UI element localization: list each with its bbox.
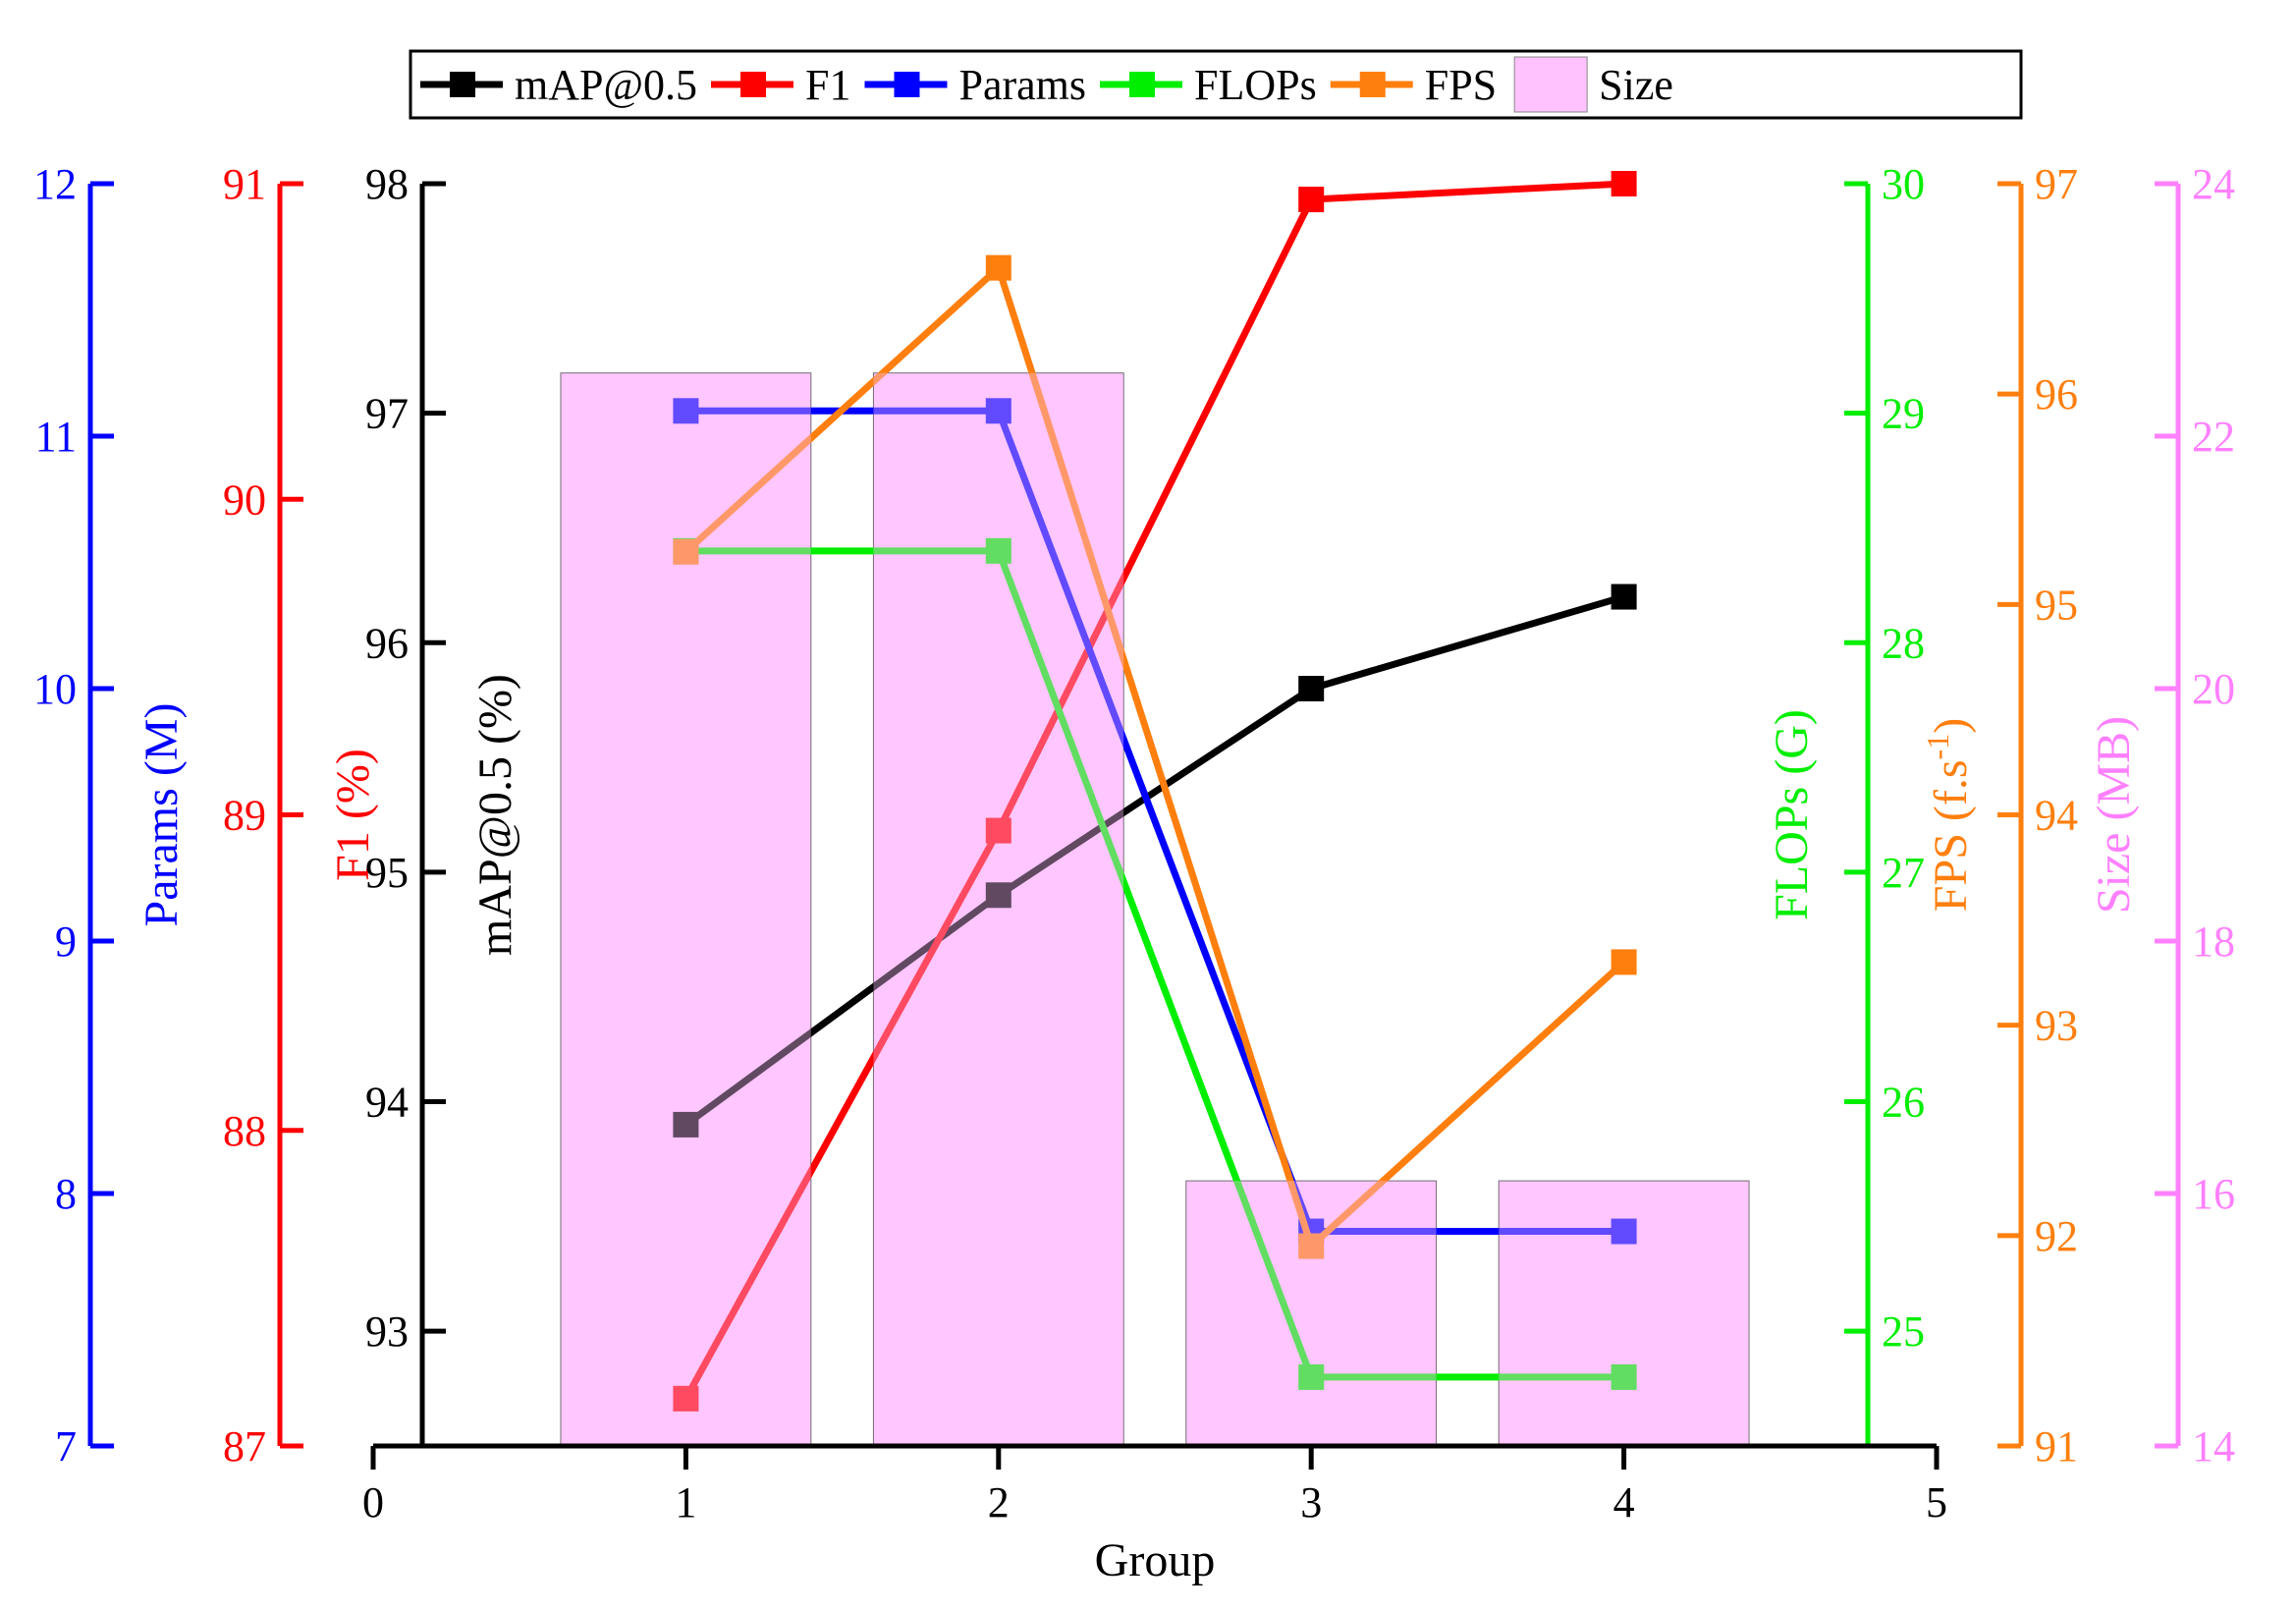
- params-point-1: [673, 398, 699, 424]
- x-tick-label-5: 5: [1926, 1478, 1947, 1527]
- map-0-5-point-2: [985, 882, 1011, 909]
- f1-axis-title: F1 (%): [327, 749, 379, 881]
- map-axis-tick-label-97: 97: [365, 390, 409, 438]
- series-lines: [561, 171, 1749, 1446]
- size-bar-overlay-3: [1185, 1181, 1437, 1446]
- flops-point-4: [1611, 1363, 1637, 1390]
- map-axis-tick-label-94: 94: [365, 1079, 409, 1127]
- legend-marker-params: [894, 72, 920, 97]
- legend-marker-f1: [740, 72, 766, 97]
- flops-axis-title: FLOPs (G): [1766, 709, 1818, 920]
- legend-label-f1: F1: [805, 61, 850, 109]
- fps-axis-tick-label-93: 93: [2035, 1002, 2078, 1050]
- size-bar-overlay-4: [1499, 1181, 1749, 1446]
- params-axis-tick-label-12: 12: [33, 160, 77, 208]
- size-axis-tick-label-24: 24: [2192, 160, 2235, 208]
- x-tick-label-4: 4: [1613, 1478, 1635, 1527]
- flops-axis-tick-label-26: 26: [1882, 1079, 1925, 1127]
- fps-point-3: [1298, 1233, 1325, 1259]
- params-axis-tick-label-9: 9: [55, 917, 77, 966]
- params-axis-tick-label-11: 11: [35, 413, 77, 461]
- f1-axis-tick-label-90: 90: [223, 475, 266, 524]
- size-axis-tick-label-22: 22: [2192, 413, 2235, 461]
- size-axis-tick-label-16: 16: [2192, 1170, 2235, 1218]
- fps-axis-title: FPS (f.s-1): [1920, 718, 1977, 912]
- params-axis-tick-label-10: 10: [33, 665, 77, 713]
- legend-label-params: Params: [958, 61, 1086, 109]
- map-axis-title: mAP@0.5 (%): [469, 674, 521, 956]
- flops-axis-tick-label-27: 27: [1882, 849, 1925, 897]
- size-bar-overlay-2: [873, 372, 1124, 1446]
- fps-axis-tick-label-92: 92: [2035, 1212, 2078, 1260]
- map-0-5-line: [683, 593, 1625, 1128]
- map-axis-tick-label-98: 98: [365, 160, 409, 208]
- fps-axis-tick-label-96: 96: [2035, 370, 2078, 418]
- legend-label-flops: FLOPs: [1194, 61, 1317, 109]
- flops-point-3: [1298, 1363, 1325, 1390]
- params-line: [685, 407, 1624, 1236]
- fps-axis-tick-label-95: 95: [2035, 581, 2078, 629]
- fps-line: [683, 264, 1626, 1250]
- f1-axis-tick-label-88: 88: [223, 1107, 266, 1155]
- size-axis-tick-label-18: 18: [2192, 917, 2235, 966]
- f1-axis-tick-label-87: 87: [223, 1422, 266, 1471]
- legend-box: [409, 49, 2023, 120]
- params-point-2: [985, 398, 1011, 424]
- flops-axis-tick-label-30: 30: [1882, 160, 1925, 208]
- legend-marker-flops: [1129, 72, 1156, 97]
- f1-axis-tick-label-89: 89: [223, 792, 266, 840]
- x-tick-label-2: 2: [988, 1478, 1010, 1527]
- legend: mAP@0.5 F1 Params FLOPs FPS Size: [409, 49, 2023, 120]
- legend-label-size: Size: [1599, 61, 1673, 109]
- map-axis-tick-label-96: 96: [365, 619, 409, 667]
- x-tick-label-1: 1: [675, 1478, 696, 1527]
- legend-swatch-size: [1513, 56, 1588, 113]
- f1-point-3: [1298, 187, 1325, 213]
- params-axis-title: Params (M): [136, 703, 188, 927]
- fps-point-4: [1611, 949, 1637, 975]
- size-axis-tick-label-20: 20: [2192, 665, 2235, 713]
- size-bar-overlay-1: [561, 372, 811, 1446]
- size-axis-tick-label-14: 14: [2192, 1422, 2235, 1471]
- f1-point-4: [1611, 171, 1637, 196]
- map-axis-tick-label-95: 95: [365, 849, 409, 897]
- size-axis-title: Size (MB): [2088, 716, 2140, 914]
- map-0-5-point-1: [673, 1111, 699, 1138]
- flops-axis-tick-label-25: 25: [1882, 1307, 1925, 1356]
- flops-point-2: [985, 537, 1011, 564]
- params-axis-tick-label-7: 7: [55, 1422, 77, 1471]
- flops-axis-tick-label-29: 29: [1882, 390, 1925, 438]
- x-tick-label-0: 0: [362, 1478, 384, 1527]
- legend-label-map-0-5: mAP@0.5: [515, 61, 697, 109]
- x-tick-label-3: 3: [1300, 1478, 1322, 1527]
- fps-point-2: [985, 254, 1011, 281]
- fps-axis-tick-label-97: 97: [2035, 160, 2078, 208]
- f1-line: [683, 180, 1624, 1401]
- legend-label-fps: FPS: [1425, 61, 1497, 109]
- legend-marker-fps: [1359, 72, 1386, 97]
- legend-marker-map-0-5: [450, 72, 475, 97]
- map-axis-tick-label-93: 93: [365, 1307, 409, 1356]
- params-point-4: [1611, 1218, 1637, 1245]
- fps-axis-tick-label-94: 94: [2035, 792, 2078, 840]
- f1-point-2: [985, 817, 1011, 844]
- flops-axis-tick-label-28: 28: [1882, 619, 1925, 667]
- fps-axis-tick-label-91: 91: [2035, 1422, 2078, 1471]
- map-0-5-point-4: [1611, 583, 1637, 610]
- f1-point-1: [673, 1385, 699, 1412]
- map-0-5-point-3: [1298, 676, 1325, 701]
- flops-line: [685, 547, 1624, 1381]
- fps-point-1: [673, 538, 699, 565]
- x-axis-title: Group: [1095, 1534, 1216, 1586]
- f1-axis-tick-label-91: 91: [223, 160, 266, 208]
- params-axis-tick-label-8: 8: [55, 1170, 77, 1218]
